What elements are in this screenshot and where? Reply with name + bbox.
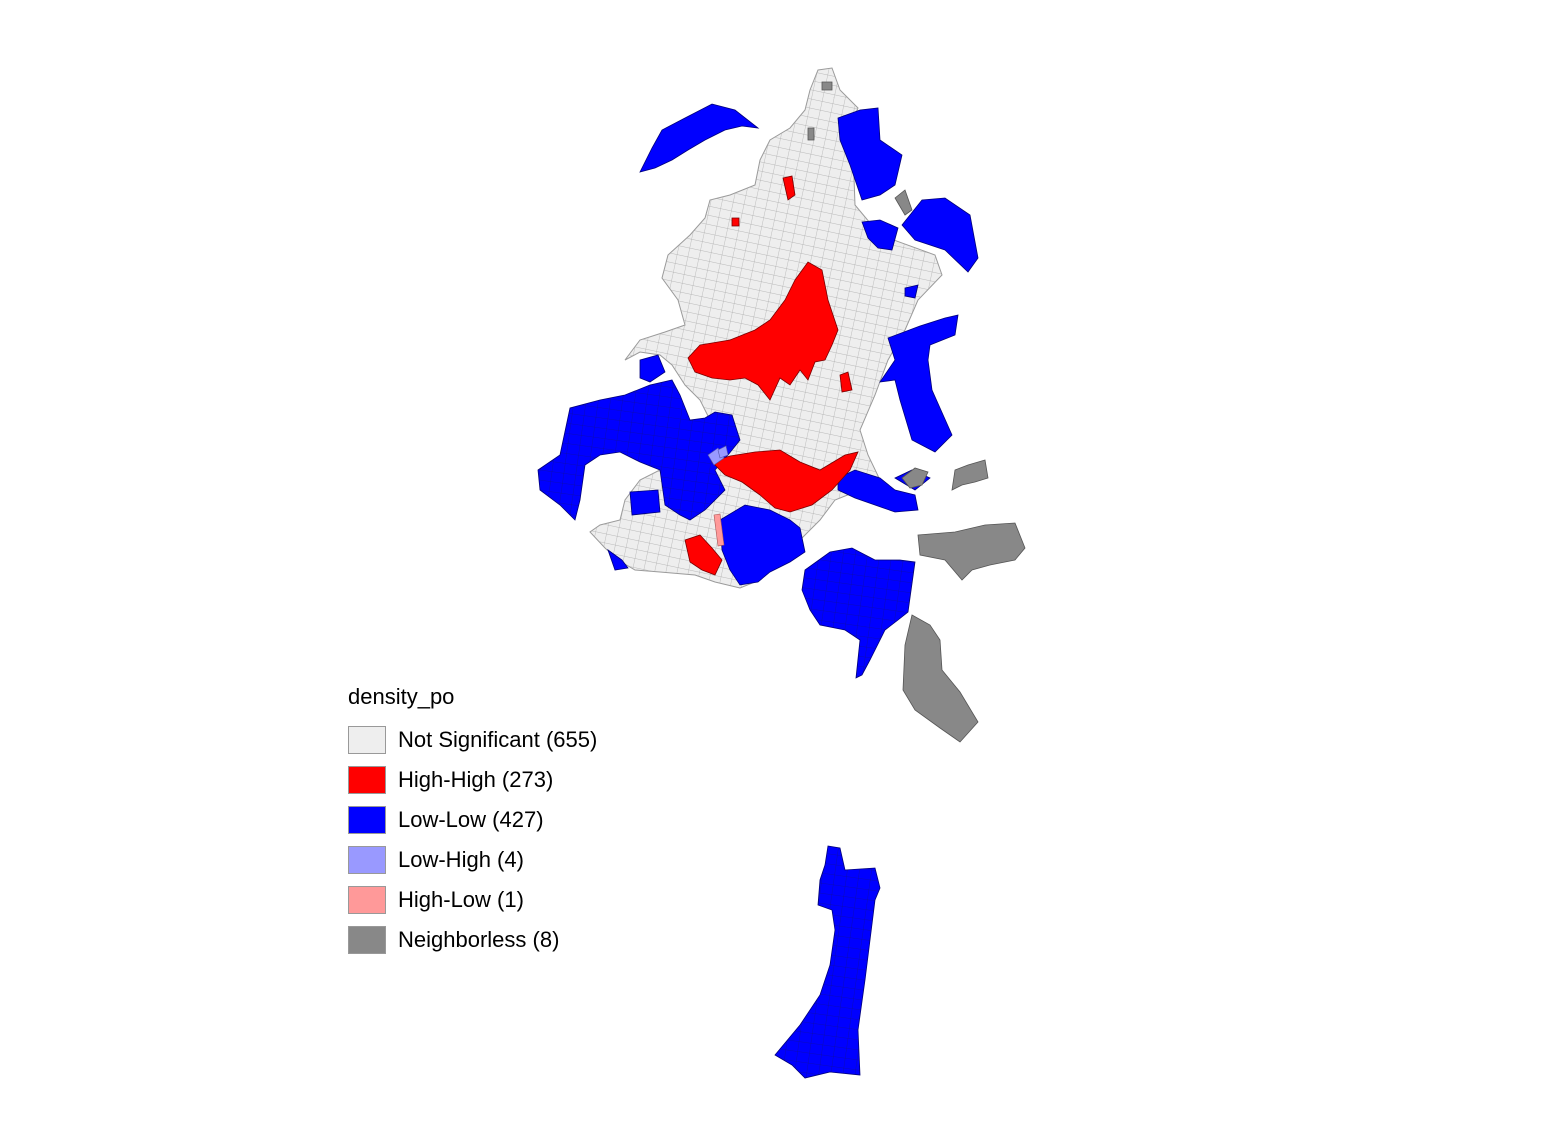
legend-swatch-high-high — [348, 766, 386, 794]
legend-title: density_po — [348, 684, 455, 709]
region-high-high — [684, 175, 859, 576]
legend-label: Not Significant (655) — [398, 727, 598, 752]
region-neighborless — [807, 81, 1026, 743]
map-legend: density_po Not Significant (655) High-Hi… — [348, 684, 597, 960]
legend-swatch-neighborless — [348, 926, 386, 954]
legend-swatch-low-low — [348, 806, 386, 834]
legend-item-high-low: High-Low (1) — [348, 880, 597, 920]
legend-item-low-low: Low-Low (427) — [348, 800, 597, 840]
legend-label: High-Low (1) — [398, 887, 524, 912]
legend-item-low-high: Low-High (4) — [348, 840, 597, 880]
legend-label: High-High (273) — [398, 767, 554, 792]
legend-item-high-high: High-High (273) — [348, 760, 597, 800]
legend-label: Neighborless (8) — [398, 927, 560, 952]
legend-item-not-significant: Not Significant (655) — [348, 720, 597, 760]
legend-label: Low-Low (427) — [398, 807, 544, 832]
legend-swatch-not-significant — [348, 726, 386, 754]
region-high-low — [713, 513, 725, 547]
low-low-tract-lines — [538, 380, 915, 1078]
legend-swatch-low-high — [348, 846, 386, 874]
region-low-high — [707, 445, 729, 466]
legend-item-neighborless: Neighborless (8) — [348, 920, 597, 960]
legend-label: Low-High (4) — [398, 847, 524, 872]
legend-swatch-high-low — [348, 886, 386, 914]
